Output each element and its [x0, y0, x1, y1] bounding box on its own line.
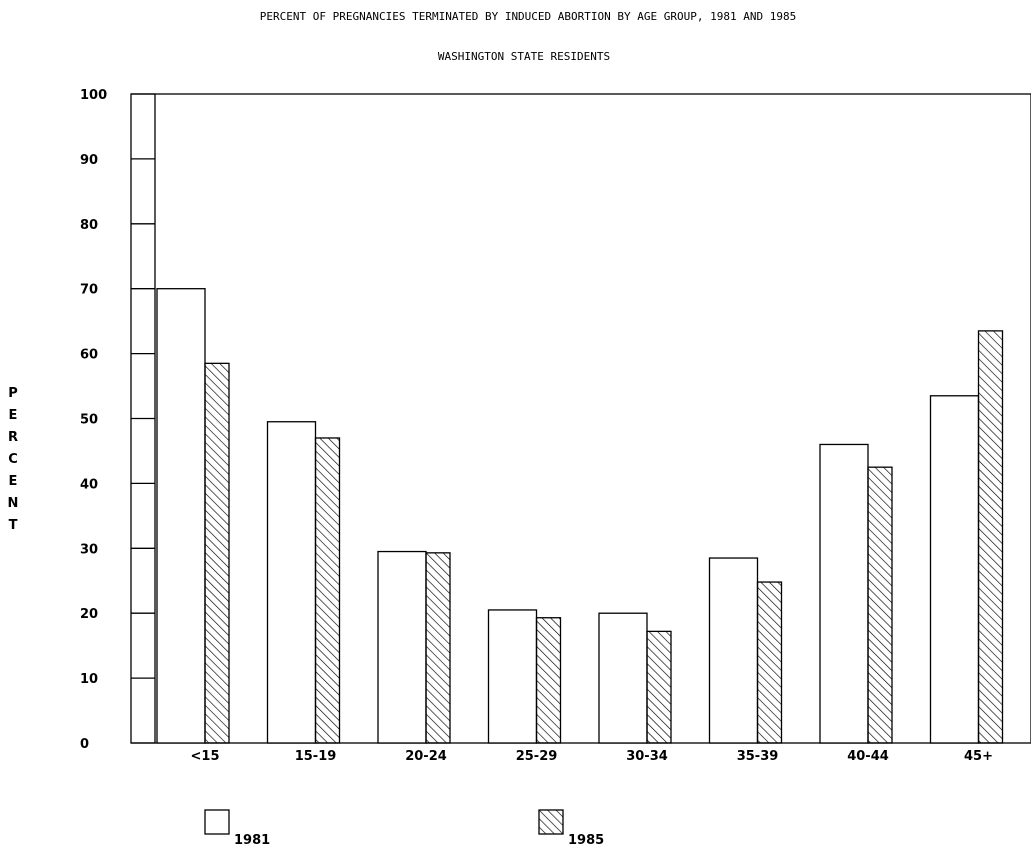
- bar-1985-1: [314, 437, 341, 744]
- plot-frame: [130, 93, 1031, 744]
- y-tick-label: 80: [80, 218, 98, 233]
- legend-label-1981: 1981: [234, 833, 270, 848]
- y-axis-label-letter: E: [9, 408, 18, 423]
- x-tick-label: <15: [191, 749, 220, 764]
- x-tick-label: 30-34: [626, 749, 668, 764]
- x-tick-label: 40-44: [847, 749, 889, 764]
- bar-1981-1: [266, 421, 317, 744]
- y-axis: 0 10 20 30 40 50 60 70 80 90 100: [80, 88, 156, 752]
- bar-1981-6: [819, 443, 869, 744]
- bar-1985-5: [756, 581, 783, 744]
- legend-swatch-1985: [538, 809, 564, 835]
- y-tick-label: 70: [80, 283, 98, 298]
- x-tick-label: 20-24: [405, 749, 447, 764]
- y-tick-label: 20: [80, 607, 98, 622]
- x-tick-label: 25-29: [516, 749, 558, 764]
- bar-1985-4: [646, 630, 672, 744]
- bar-1985-0: [204, 362, 230, 744]
- bar-1981-7: [929, 395, 980, 744]
- bars: [156, 288, 1004, 744]
- y-tick-label: 40: [80, 477, 98, 492]
- chart-title: PERCENT OF PREGNANCIES TERMINATED BY IND…: [260, 10, 796, 23]
- y-tick-label: 10: [80, 672, 98, 687]
- y-axis-label-letter: C: [8, 452, 18, 467]
- bar-1981-4: [598, 612, 648, 744]
- y-axis-label-letter: N: [8, 496, 19, 511]
- bar-1981-0: [156, 288, 206, 744]
- y-tick-label: 60: [80, 348, 98, 363]
- legend-swatch-1981: [204, 809, 230, 835]
- y-axis-label-letter: E: [9, 474, 18, 489]
- bar-1985-7: [977, 330, 1004, 744]
- legend: 1981 1985: [204, 809, 604, 848]
- bar-1981-3: [487, 609, 538, 744]
- x-axis-labels: <15 15-19 20-24 25-29 30-34 35-39 40-44 45+: [191, 749, 993, 764]
- y-axis-label: PERCENT: [8, 386, 19, 533]
- y-tick-label: 30: [80, 542, 98, 557]
- bar-1985-3: [535, 617, 562, 744]
- y-axis-label-letter: R: [8, 430, 18, 445]
- bar-1981-5: [708, 557, 759, 744]
- bar-1985-6: [867, 466, 893, 744]
- y-axis-label-letter: T: [9, 518, 18, 533]
- bar-1981-2: [377, 550, 427, 744]
- bar-1985-2: [425, 552, 451, 744]
- chart-subtitle: WASHINGTON STATE RESIDENTS: [438, 50, 610, 63]
- y-tick-label: 0: [80, 737, 89, 752]
- y-tick-label: 50: [80, 413, 98, 428]
- x-tick-label: 35-39: [737, 749, 779, 764]
- legend-label-1985: 1985: [568, 833, 604, 848]
- y-tick-label: 90: [80, 153, 98, 168]
- x-tick-label: 45+: [964, 749, 993, 764]
- y-axis-label-letter: P: [8, 386, 18, 401]
- y-tick-label: 100: [80, 88, 107, 103]
- x-tick-label: 15-19: [295, 749, 337, 764]
